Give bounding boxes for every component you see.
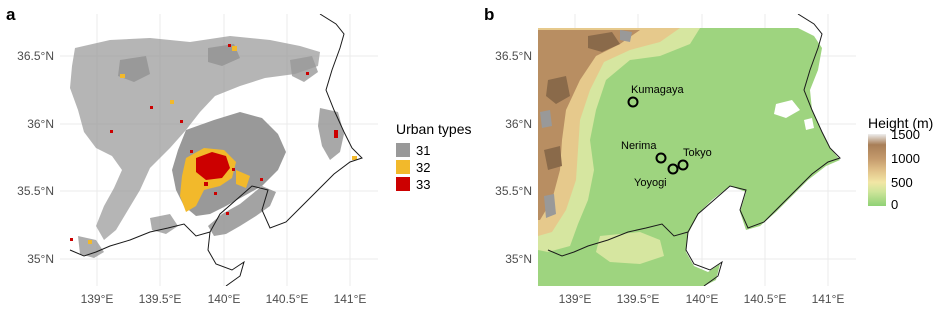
site-label-nerima: Nerima bbox=[621, 140, 657, 152]
colorbar-tick-label: 1000 bbox=[891, 151, 920, 166]
site-marker-kumagaya bbox=[627, 96, 639, 108]
colorbar-tick-label: 1500 bbox=[891, 127, 920, 142]
y-tick-label: 36.5°N bbox=[17, 49, 54, 63]
terrain-peaks bbox=[544, 32, 620, 170]
panel-b: b bbox=[484, 5, 933, 306]
lake bbox=[804, 118, 814, 130]
terrain-highest-areas bbox=[540, 30, 632, 218]
y-tick-label: 36°N bbox=[27, 117, 54, 131]
terrain-peninsula-hills bbox=[596, 232, 664, 264]
panel-a-y-ticks: 36.5°N 36°N 35.5°N 35°N bbox=[17, 49, 54, 266]
x-tick-label: 140.5°E bbox=[266, 292, 309, 306]
x-tick-label: 139°E bbox=[559, 292, 592, 306]
panel-a-legend: Urban types 31 32 33 bbox=[396, 121, 471, 192]
colorbar-tick-label: 0 bbox=[891, 197, 898, 212]
x-tick-label: 140°E bbox=[686, 292, 719, 306]
lake bbox=[774, 100, 800, 118]
legend-swatch-32 bbox=[396, 160, 410, 174]
panel-a: a bbox=[6, 5, 471, 306]
x-tick-label: 139°E bbox=[81, 292, 114, 306]
panel-a-x-ticks: 139°E 139.5°E 140°E 140.5°E 141°E bbox=[81, 292, 367, 306]
legend-swatch-31 bbox=[396, 143, 410, 157]
y-tick-label: 36.5°N bbox=[495, 49, 532, 63]
y-tick-label: 35.5°N bbox=[17, 184, 54, 198]
x-tick-label: 139.5°E bbox=[139, 292, 182, 306]
site-label-kumagaya: Kumagaya bbox=[631, 84, 684, 96]
y-tick-label: 35°N bbox=[505, 252, 532, 266]
legend-swatch-33 bbox=[396, 177, 410, 191]
legend-label-31: 31 bbox=[416, 143, 430, 158]
x-tick-label: 141°E bbox=[812, 292, 845, 306]
panel-b-x-ticks: 139°E 139.5°E 140°E 140.5°E 141°E bbox=[559, 292, 845, 306]
legend-label-33: 33 bbox=[416, 177, 430, 192]
x-tick-label: 139.5°E bbox=[617, 292, 660, 306]
panel-b-legend: Height (m) 1500 1000 500 0 bbox=[868, 115, 933, 212]
y-tick-label: 36°N bbox=[505, 117, 532, 131]
colorbar-tick-label: 500 bbox=[891, 175, 913, 190]
panel-a-map bbox=[69, 14, 363, 286]
panel-b-map bbox=[538, 14, 841, 286]
site-marker-tokyo bbox=[677, 159, 689, 171]
x-tick-label: 140.5°E bbox=[744, 292, 787, 306]
site-label-tokyo: Tokyo bbox=[683, 147, 712, 159]
legend-title: Urban types bbox=[396, 121, 471, 137]
x-tick-label: 141°E bbox=[334, 292, 367, 306]
panel-b-y-ticks: 36.5°N 36°N 35.5°N 35°N bbox=[495, 49, 532, 266]
x-tick-label: 140°E bbox=[208, 292, 241, 306]
site-label-yoyogi: Yoyogi bbox=[634, 177, 667, 189]
urban-type-31-area bbox=[70, 36, 344, 258]
coastline bbox=[547, 14, 841, 286]
y-tick-label: 35°N bbox=[27, 252, 54, 266]
legend-title: Height (m) bbox=[868, 115, 933, 131]
site-marker-nerima bbox=[655, 152, 667, 164]
legend-label-32: 32 bbox=[416, 160, 430, 175]
panel-b-label: b bbox=[484, 5, 494, 24]
coastline bbox=[69, 14, 363, 286]
height-colorbar bbox=[868, 134, 886, 206]
observation-sites: Kumagaya Nerima Tokyo Yoyogi bbox=[621, 84, 712, 189]
urban-type-33-area bbox=[70, 44, 338, 241]
site-marker-yoyogi bbox=[667, 163, 679, 175]
panel-a-label: a bbox=[6, 5, 16, 24]
y-tick-label: 35.5°N bbox=[495, 184, 532, 198]
